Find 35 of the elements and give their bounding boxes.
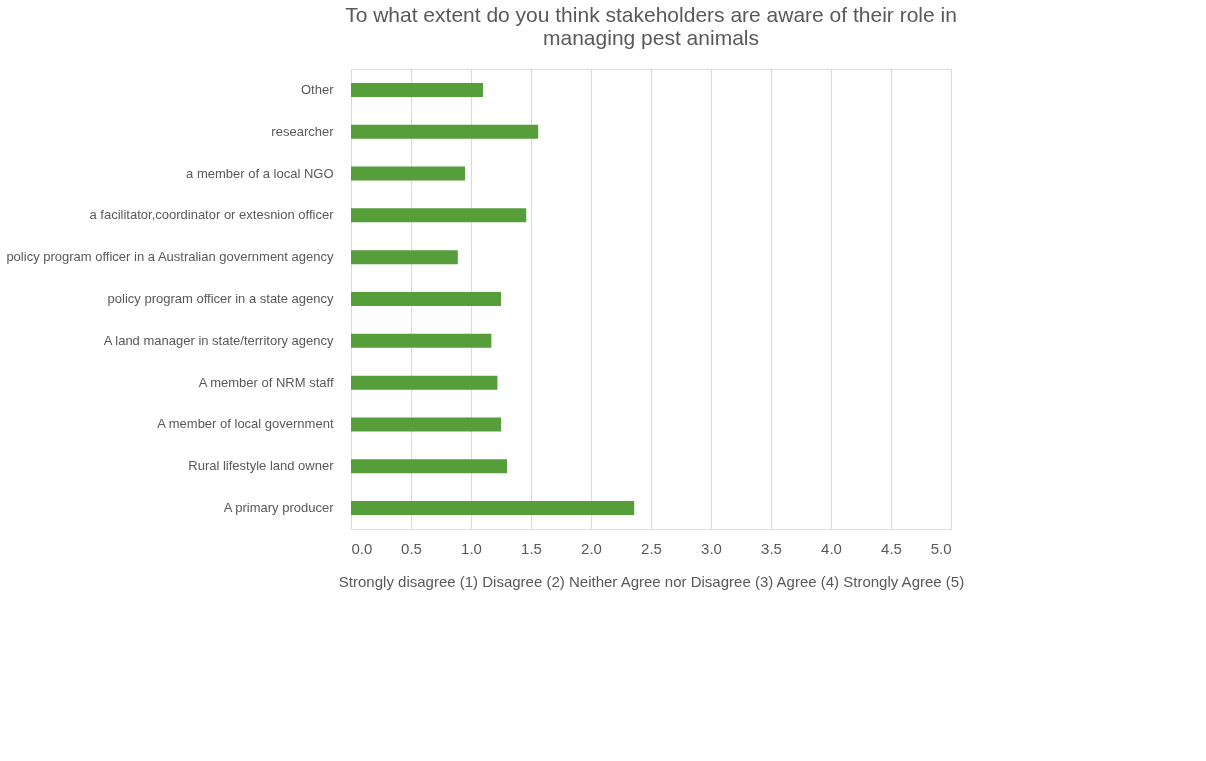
bar bbox=[351, 166, 465, 181]
y-tick-label: researcher bbox=[271, 123, 335, 139]
y-tick-label: A primary producer bbox=[223, 500, 335, 516]
x-tick-label: 4.0 bbox=[821, 539, 842, 557]
bar bbox=[351, 375, 498, 390]
bar bbox=[351, 333, 492, 348]
x-tick-label: 2.5 bbox=[641, 539, 662, 557]
x-tick-label: 3.5 bbox=[761, 539, 782, 557]
y-tick-label: policy program officer in a Australian government agency bbox=[6, 249, 334, 265]
x-tick-label: 1.0 bbox=[461, 539, 482, 557]
bar bbox=[351, 208, 527, 223]
bar bbox=[351, 459, 507, 474]
y-tick-label: A land manager in state/territory agency bbox=[103, 332, 334, 348]
y-tick-label: a member of a local NGO bbox=[186, 165, 334, 181]
chart-title: To what extent do you think stakeholders are aware of their role in managing pest animals bbox=[345, 3, 957, 49]
y-tick-label: Rural lifestyle land owner bbox=[188, 458, 335, 474]
x-tick-label: 5.0 bbox=[930, 539, 952, 557]
x-tick-label: 2.0 bbox=[581, 539, 602, 557]
x-tick-label: 0.5 bbox=[401, 539, 422, 557]
x-tick-label: 4.5 bbox=[881, 539, 902, 557]
bar bbox=[351, 417, 501, 432]
x-tick-label: 3.0 bbox=[701, 539, 722, 557]
bar bbox=[351, 250, 458, 265]
x-tick-label: 0.0 bbox=[351, 539, 373, 557]
bar bbox=[351, 501, 635, 516]
y-tick-label: policy program officer in a state agency bbox=[107, 291, 334, 306]
y-tick-label: A member of NRM staff bbox=[198, 374, 334, 390]
bar bbox=[351, 292, 501, 306]
x-axis-title: Strongly disagree (1) Disagree (2) Neither Agree nor Disagree (3) Agree (4) Strongly Agree (5) bbox=[338, 572, 965, 590]
bar bbox=[351, 124, 539, 139]
x-tick-label: 1.5 bbox=[521, 539, 542, 557]
bar bbox=[351, 82, 483, 97]
y-tick-label: Other bbox=[300, 81, 335, 97]
y-tick-label: A member of local government bbox=[157, 416, 334, 432]
y-tick-label: a facilitator,coordinator or extesnion officer bbox=[89, 207, 335, 223]
